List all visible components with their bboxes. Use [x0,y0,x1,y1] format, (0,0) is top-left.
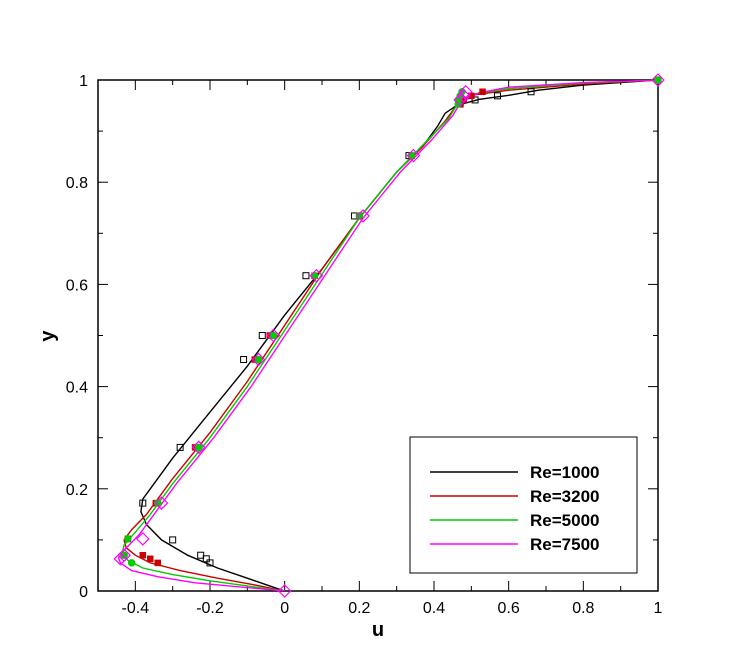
legend-label-1: Re=1000 [530,463,599,482]
data-point-series-4 [266,328,281,343]
x-tick-label: -0.4 [122,600,150,617]
data-point-series-4 [406,148,421,163]
data-point-series-1 [139,499,147,507]
data-point-series-1 [302,272,310,280]
data-point-series-1 [169,536,177,544]
data-point-series-4 [458,84,473,99]
y-tick-label: 0 [79,584,88,601]
data-point-series-3 [269,331,278,340]
y-axis-title: y [37,330,59,342]
data-point-series-1 [206,559,214,567]
x-tick-label: 0.6 [498,600,520,617]
data-point-series-4 [154,496,169,510]
data-point-series-4 [251,352,266,367]
data-point-series-4 [457,88,471,103]
legend-label-4: Re=7500 [530,535,599,554]
data-point-series-4 [356,209,370,223]
data-point-series-1 [471,96,479,104]
data-point-series-3 [124,535,132,543]
data-point-series-3 [254,355,263,364]
data-point-series-4 [277,584,292,598]
data-point-series-3 [120,551,128,559]
y-tick-label: 0.8 [66,175,88,192]
data-point-series-4 [117,548,131,563]
data-point-series-1 [493,92,501,100]
data-point-series-3 [654,76,662,84]
x-tick-label: -0.2 [196,600,224,617]
data-point-series-2 [154,559,161,567]
y-tick-label: 0.2 [66,482,88,499]
data-point-series-4 [135,532,150,546]
data-point-series-2 [139,551,147,559]
legend-label-3: Re=5000 [530,511,599,530]
data-point-series-1 [197,551,205,559]
data-point-series-2 [147,555,154,563]
data-point-series-1 [527,88,535,96]
y-tick-label: 1 [79,73,88,90]
data-point-series-1 [240,356,248,364]
data-point-series-1 [258,332,266,339]
legend: Re=1000 Re=3200 Re=5000 Re=7500 [409,436,638,574]
data-point-series-3 [355,212,364,220]
data-point-series-3 [127,559,136,567]
data-point-series-1 [202,555,210,563]
x-tick-label: 0.8 [572,600,594,617]
x-axis-title: u [372,619,384,641]
data-point-series-3 [195,443,203,452]
x-tick-label: 1 [654,600,663,617]
legend-box [409,436,638,574]
data-point-series-4 [113,551,128,566]
data-point-series-2 [479,88,486,96]
data-point-series-1 [176,443,184,451]
x-tick-label: 0.4 [423,600,445,617]
y-tick-label: 0.6 [66,277,88,294]
data-point-series-3 [153,499,162,507]
x-tick-label: 0.2 [348,600,370,617]
data-point-series-4 [309,268,324,283]
x-tick-label: 0 [280,600,289,617]
y-tick-label: 0.4 [66,380,88,397]
data-point-series-4 [191,440,206,455]
legend-label-2: Re=3200 [530,487,599,506]
data-point-series-4 [453,93,467,107]
data-point-series-4 [651,73,665,87]
series-line-1 [140,80,658,591]
